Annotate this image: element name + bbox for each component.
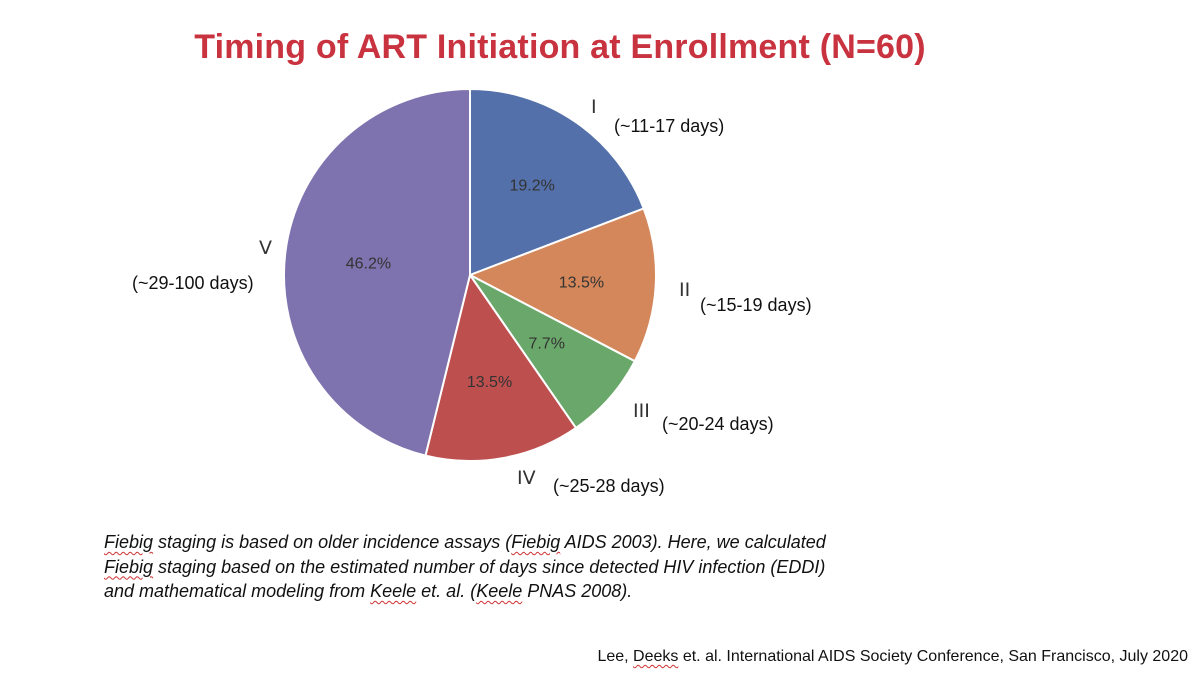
stage-label: V xyxy=(259,237,272,259)
footnote-word: Fiebig xyxy=(104,532,154,552)
footnote-line-1: Fiebig staging is based on older inciden… xyxy=(104,530,984,555)
stage-label: IV xyxy=(517,467,536,489)
slice-percent-label: 19.2% xyxy=(510,178,555,195)
citation-text: et. al. International AIDS Society Confe… xyxy=(678,648,1188,665)
footnote-text: staging based on the estimated number of… xyxy=(153,556,826,577)
chart-title-n: (N=60) xyxy=(819,28,926,66)
stage-label: II xyxy=(679,279,690,301)
pie-slice-stage-ii xyxy=(467,207,658,363)
footnote-line-3: and mathematical modeling from Keele et.… xyxy=(104,579,984,604)
stage-label: III xyxy=(633,400,650,422)
footnote-text: AIDS 2003). Here, we calculated xyxy=(560,532,826,552)
footnote-line-2: Fiebig staging based on the estimated nu… xyxy=(104,555,984,580)
slice-percent-label: 46.2% xyxy=(346,256,391,273)
footnote-text: PNAS 2008). xyxy=(522,581,633,601)
chart-title: Timing of ART Initiation at Enrollment (… xyxy=(0,28,1120,67)
footnote-word: Keele xyxy=(476,581,523,601)
citation-author: Deeks xyxy=(633,648,679,665)
footnote-word: Fiebig xyxy=(104,556,154,577)
stage-days-label: (~20-24 days) xyxy=(662,414,774,434)
pie-slices xyxy=(282,87,658,463)
stage-days-label: (~29-100 days) xyxy=(132,273,254,293)
footnote-word: Fiebig xyxy=(511,532,561,552)
stage-label: I xyxy=(591,96,597,118)
percent-labels: 19.2% 13.5% 7.7% 13.5% 46.2% xyxy=(346,178,604,392)
chart-title-main: Timing of ART Initiation at Enrollment xyxy=(194,28,811,66)
stage-days-label: (~25-28 days) xyxy=(553,476,665,496)
footnote-text: et. al. ( xyxy=(416,581,477,601)
pie-slice-stage-i xyxy=(469,87,646,277)
stage-days-label: (~11-17 days) xyxy=(614,116,724,136)
citation-text: Lee, xyxy=(597,648,634,665)
footnote-text: staging is based on older incidence assa… xyxy=(153,532,512,552)
footnote-text: and mathematical modeling from xyxy=(104,581,371,601)
stage-labels: I (~11-17 days) II (~15-19 days) III (~20-24 … xyxy=(132,96,812,496)
footnote-word: Keele xyxy=(370,581,417,601)
pie-slice-stage-v xyxy=(282,87,471,457)
slice-percent-label: 7.7% xyxy=(528,336,564,353)
pie-slice-stage-iv xyxy=(424,272,578,463)
stage-days-label: (~15-19 days) xyxy=(700,295,812,315)
footnote: Fiebig staging is based on older inciden… xyxy=(104,530,984,604)
citation: Lee, Deeks et. al. International AIDS So… xyxy=(597,648,1188,666)
slice-percent-label: 13.5% xyxy=(559,275,604,292)
slice-percent-label: 13.5% xyxy=(467,374,512,391)
